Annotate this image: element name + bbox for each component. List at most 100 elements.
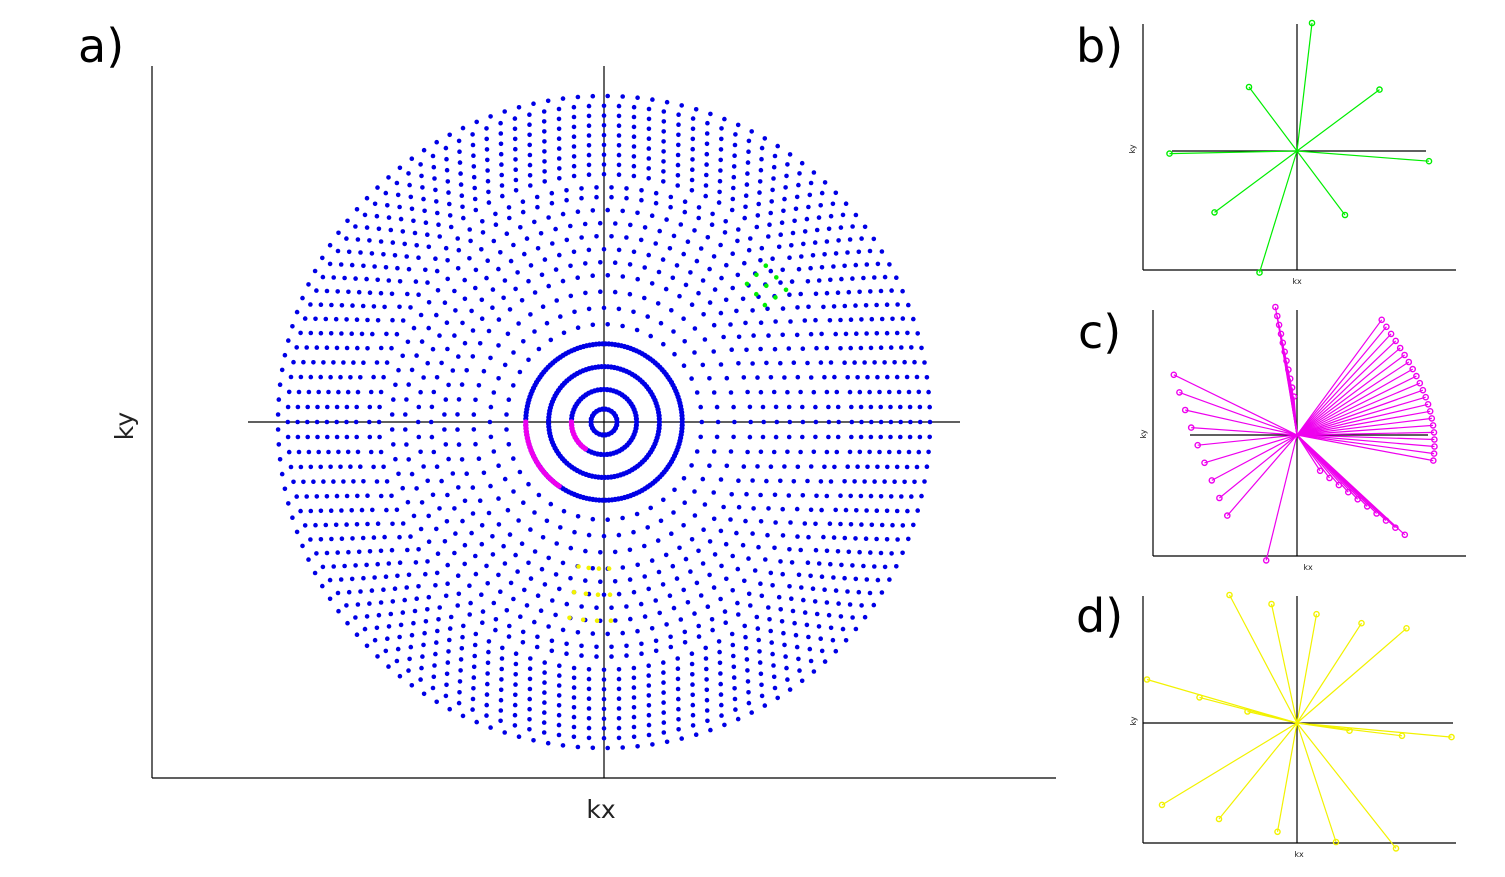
ring-point	[369, 251, 375, 256]
ring-point	[790, 608, 796, 614]
ring-point	[868, 434, 874, 440]
ring-point	[484, 275, 489, 281]
ring-point	[471, 427, 477, 432]
ring-point	[759, 145, 765, 151]
ring-point	[334, 434, 340, 440]
ring-point	[516, 518, 521, 523]
ring-point	[601, 667, 607, 673]
ring-point	[813, 547, 819, 553]
ring-point	[676, 132, 681, 138]
ring-point	[711, 516, 717, 522]
ring-point	[906, 536, 911, 542]
ring-point	[818, 203, 823, 208]
ring-point	[656, 422, 662, 428]
ring-point	[382, 304, 387, 310]
ring-point	[736, 361, 741, 366]
ring-point	[461, 215, 466, 221]
ring-point	[349, 331, 355, 337]
spoke-line	[1248, 86, 1298, 152]
ring-point	[773, 319, 778, 324]
ring-point	[355, 602, 361, 607]
ring-point	[850, 224, 855, 229]
ring-point	[730, 553, 735, 559]
ring-point	[658, 518, 664, 524]
ring-point	[435, 210, 440, 216]
ring-point	[426, 244, 432, 250]
ring-point	[481, 368, 487, 374]
ring-point	[661, 341, 666, 347]
ring-point	[850, 276, 855, 281]
ring-point	[404, 442, 409, 447]
ring-point	[331, 275, 337, 280]
ring-point	[889, 288, 894, 293]
ring-point	[796, 182, 801, 188]
ring-point	[635, 210, 640, 216]
ring-point	[718, 671, 723, 676]
ring-point	[857, 449, 863, 455]
ring-point	[609, 194, 614, 200]
ring-point	[813, 419, 819, 425]
ring-point	[571, 154, 577, 159]
ring-point	[469, 530, 474, 536]
ring-point	[716, 200, 722, 205]
ring-point	[513, 188, 519, 193]
ring-point	[620, 745, 625, 750]
ring-point	[493, 617, 499, 622]
ring-point	[412, 608, 418, 614]
ring-point	[810, 586, 816, 591]
ring-point	[627, 262, 633, 267]
ring-point	[535, 593, 541, 598]
ring-point	[620, 208, 625, 214]
ring-point	[598, 289, 603, 295]
ring-point	[446, 649, 451, 654]
ring-point	[470, 707, 475, 712]
ring-point	[649, 626, 655, 631]
ring-point	[648, 505, 653, 511]
ring-point	[586, 133, 592, 138]
ring-point	[690, 712, 696, 718]
ring-point	[819, 331, 824, 337]
ring-point	[747, 434, 753, 440]
ring-point	[436, 617, 441, 622]
ring-point	[598, 260, 603, 265]
ring-point	[447, 626, 453, 631]
ring-point	[609, 234, 614, 239]
yellow-point	[606, 566, 612, 571]
ring-point	[698, 434, 703, 440]
ring-point	[802, 318, 808, 323]
spoke-endpoint	[1201, 459, 1208, 467]
ring-point	[447, 201, 452, 207]
ring-point	[288, 464, 294, 470]
ring-point	[382, 534, 387, 540]
spoke-endpoint	[1275, 321, 1283, 329]
ring-point	[542, 582, 548, 587]
ring-point	[631, 685, 637, 690]
ring-point	[374, 479, 380, 484]
ring-point	[378, 290, 384, 296]
ring-point	[814, 493, 819, 499]
ring-point	[413, 560, 419, 565]
ring-point	[414, 353, 419, 358]
ring-point	[437, 605, 443, 610]
ring-point	[334, 404, 340, 410]
ring-point	[302, 523, 308, 528]
ring-point	[865, 374, 870, 380]
ring-point	[704, 677, 709, 682]
ring-point	[869, 316, 875, 322]
ring-point	[787, 255, 792, 260]
ring-point	[351, 360, 356, 365]
spoke-line	[1270, 603, 1298, 724]
ring-point	[807, 646, 813, 652]
ring-point	[400, 521, 406, 526]
ring-point	[586, 706, 592, 711]
ring-point	[527, 666, 533, 671]
ring-point	[705, 120, 710, 126]
yellow-point	[608, 618, 614, 623]
ring-point	[422, 630, 427, 636]
ring-point	[367, 434, 373, 440]
ring-point	[703, 656, 709, 661]
ring-point	[616, 162, 622, 168]
ring-point	[681, 523, 686, 528]
ring-point	[744, 657, 750, 662]
ring-point	[797, 171, 802, 176]
